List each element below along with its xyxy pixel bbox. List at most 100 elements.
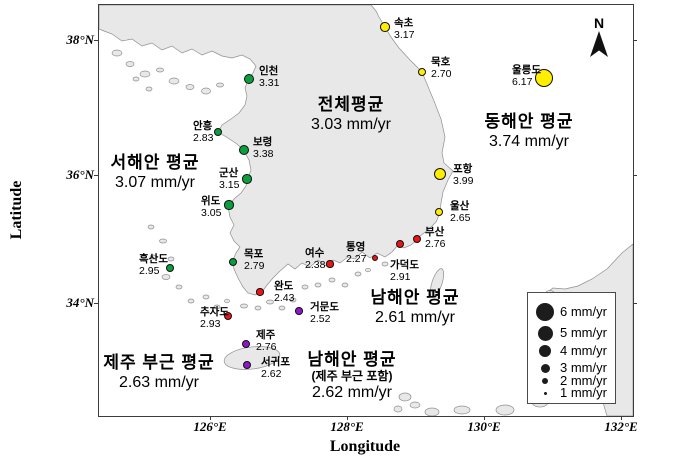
north-arrow: N bbox=[589, 15, 609, 64]
y-tick-mark bbox=[94, 175, 98, 176]
region-average-title: 동해안 평균 bbox=[484, 112, 574, 131]
legend-circle bbox=[542, 378, 548, 384]
station-name: 추자도 bbox=[200, 306, 229, 318]
station-label: 포항 3.99 bbox=[453, 163, 473, 187]
station-dot-south_coast bbox=[256, 288, 264, 296]
north-arrow-icon bbox=[590, 31, 608, 57]
station-rate: 3.05 bbox=[201, 207, 222, 219]
station-dot-west_coast bbox=[242, 174, 252, 184]
region-average-title: 전체평균 bbox=[317, 95, 385, 114]
station-name: 목포 bbox=[244, 248, 264, 260]
station-rate: 2.95 bbox=[139, 265, 160, 277]
x-tick-label: 128°E bbox=[330, 419, 364, 434]
station-label: 위도 3.05 bbox=[201, 195, 221, 219]
legend-item-label: 1 mm/yr bbox=[560, 385, 607, 400]
station-label: 목포 2.79 bbox=[244, 248, 264, 272]
station-dot-east_coast bbox=[534, 68, 554, 88]
station-rate: 2.83 bbox=[193, 132, 214, 144]
station-name: 제주 bbox=[256, 329, 276, 341]
station-dot-west_coast bbox=[228, 257, 238, 267]
korea-landmass bbox=[99, 5, 454, 296]
station-dot-east_coast bbox=[434, 168, 446, 180]
station-rate: 3.17 bbox=[394, 29, 415, 41]
station-label: 부산 2.76 bbox=[425, 226, 445, 250]
x-axis-title: Longitude bbox=[329, 438, 401, 455]
region-average-jeju_near: 제주 부근 평균 2.63 mm/yr bbox=[103, 353, 214, 392]
region-average-east: 동해안 평균 3.74 mm/yr bbox=[485, 112, 574, 151]
x-tick-mark bbox=[484, 416, 485, 420]
station-dot-jeju_area bbox=[295, 307, 303, 315]
legend-circle bbox=[543, 391, 547, 395]
station-name: 보령 bbox=[253, 136, 273, 148]
station-dot-south_coast bbox=[223, 311, 233, 321]
legend-circle bbox=[537, 325, 553, 341]
station-rate: 3.31 bbox=[259, 77, 280, 89]
legend-circle bbox=[539, 345, 551, 357]
station-dot-west_coast bbox=[224, 200, 234, 210]
legend-item-label: 3 mm/yr bbox=[560, 360, 607, 375]
station-name: 흑산도 bbox=[139, 253, 168, 265]
station-label: 서귀포 2.62 bbox=[261, 356, 290, 380]
y-tick-mark-right bbox=[633, 303, 637, 304]
station-rate: 2.70 bbox=[431, 68, 452, 80]
station-rate: 3.99 bbox=[453, 175, 474, 187]
jeju-island bbox=[223, 346, 281, 370]
y-tick-mark bbox=[94, 40, 98, 41]
y-tick-label: 38°N bbox=[66, 32, 94, 47]
station-rate: 2.52 bbox=[310, 313, 331, 325]
size-legend: 6 mm/yr 5 mm/yr 4 mm/yr 3 mm/yr 2 mm/yr 1 mm/… bbox=[527, 292, 616, 404]
station-name: 가덕도 bbox=[390, 259, 419, 271]
station-name: 포항 bbox=[453, 163, 473, 175]
y-tick-label: 36°N bbox=[66, 167, 94, 182]
region-average-title: 남해안 평균 bbox=[307, 350, 397, 369]
region-average-value: 3.74 mm/yr bbox=[488, 133, 569, 150]
station-name: 부산 bbox=[425, 226, 445, 238]
legend-item-label: 2 mm/yr bbox=[560, 373, 607, 388]
x-tick-mark bbox=[621, 416, 622, 420]
station-label: 묵호 2.70 bbox=[431, 56, 451, 80]
station-label: 추자도 2.93 bbox=[200, 306, 229, 330]
station-name: 인천 bbox=[259, 65, 279, 77]
station-dot-west_coast bbox=[244, 74, 254, 84]
station-name: 묵호 bbox=[431, 56, 451, 68]
station-rate: 2.76 bbox=[425, 238, 446, 250]
legend-item-label: 4 mm/yr bbox=[560, 343, 607, 358]
station-rate: 2.79 bbox=[244, 260, 265, 272]
station-label: 흑산도 2.95 bbox=[139, 253, 168, 277]
station-rate: 3.15 bbox=[219, 179, 240, 191]
station-name: 군산 bbox=[219, 167, 239, 179]
y-tick-mark bbox=[94, 303, 98, 304]
station-name: 서귀포 bbox=[261, 356, 290, 368]
station-name: 속초 bbox=[394, 17, 414, 29]
station-rate: 2.27 bbox=[346, 253, 367, 265]
station-label: 가덕도 2.91 bbox=[390, 259, 419, 283]
region-average-south: 남해안 평균 2.61 mm/yr bbox=[371, 288, 460, 327]
region-average-title: 서해안 평균 bbox=[110, 153, 200, 172]
station-rate: 2.62 bbox=[261, 368, 282, 380]
region-average-value: 2.62 mm/yr bbox=[311, 384, 392, 401]
region-average-south_incl_jeju: 남해안 평균 (제주 부근 포함) 2.62 mm/yr bbox=[308, 350, 397, 402]
station-dot-south_coast bbox=[395, 239, 405, 249]
station-name: 거문도 bbox=[310, 301, 339, 313]
station-rate: 2.76 bbox=[256, 341, 277, 353]
station-label: 통영 2.27 bbox=[346, 241, 366, 265]
station-name: 울릉도 bbox=[512, 64, 541, 76]
map-frame: 속초 3.17 묵호 2.70 울릉도 6.17 포항 3.99 울산 2.65 인천 3.31 안흥 2… bbox=[98, 4, 634, 417]
region-average-title: 남해안 평균 bbox=[370, 288, 460, 307]
y-tick-mark-right bbox=[633, 175, 637, 176]
station-label: 거문도 2.52 bbox=[310, 301, 339, 325]
region-average-subtitle: (제주 부근 포함) bbox=[311, 369, 393, 383]
station-dot-south_coast bbox=[326, 260, 334, 268]
station-dot-jeju_area bbox=[241, 339, 251, 349]
station-rate: 2.43 bbox=[274, 292, 295, 304]
station-label: 속초 3.17 bbox=[394, 17, 414, 41]
station-label: 여수 2.38 bbox=[305, 247, 325, 271]
station-dot-south_coast bbox=[412, 234, 422, 244]
station-rate: 6.17 bbox=[512, 76, 533, 88]
station-label: 완도 2.43 bbox=[274, 280, 294, 304]
legend-circle bbox=[536, 303, 554, 321]
station-dot-south_coast bbox=[371, 254, 379, 262]
station-name: 통영 bbox=[346, 241, 366, 253]
region-average-west: 서해안 평균 3.07 mm/yr bbox=[111, 153, 200, 192]
